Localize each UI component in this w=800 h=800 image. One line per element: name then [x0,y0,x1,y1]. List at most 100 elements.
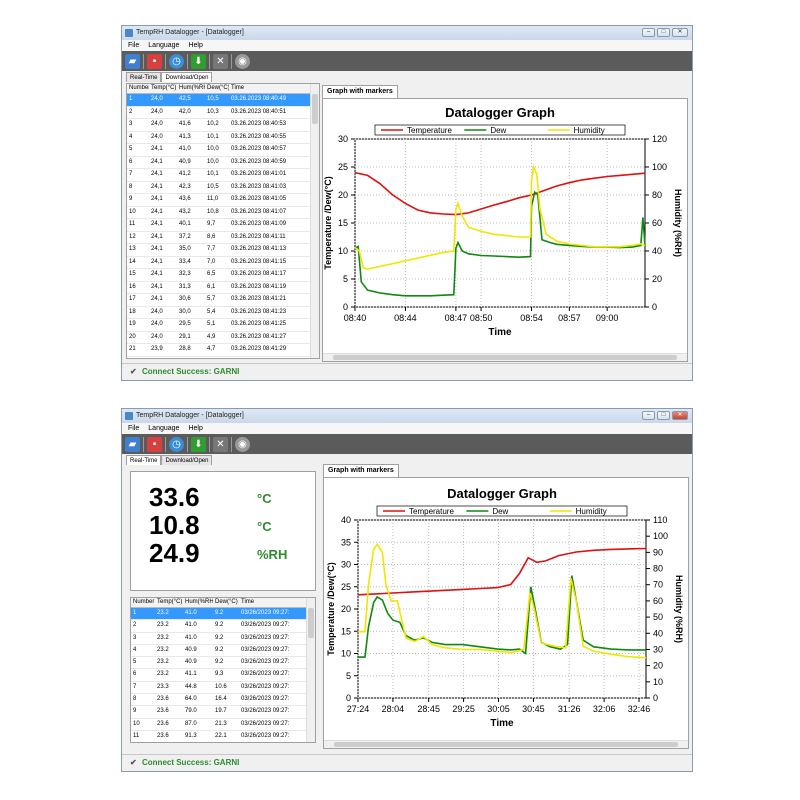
x-tick-label: 09:00 [596,313,619,323]
folder-open-icon[interactable]: ▰ [125,53,140,69]
table-row[interactable]: 18 24,0 30,0 5,4 03.26.2023 08:41:23 [127,307,319,319]
tab-download-open[interactable]: Download/Open [161,455,213,465]
table-row[interactable]: 8 24,1 42,3 10,5 03.26.2023 08:41:03 [127,182,319,194]
table-cell: 41.1 [185,671,197,678]
chart-horizontal-scrollbar[interactable] [323,353,687,361]
table-row[interactable]: 11 23.6 91.3 22.1 03/26/2023 09:27: [131,731,315,742]
table-row[interactable]: 6 24,1 40,9 10,0 03.26.2023 08:40:59 [127,157,319,169]
table-row[interactable]: 13 24,1 35,0 7,7 03.26.2023 08:41:13 [127,244,319,257]
clock-icon[interactable]: ◷ [169,436,184,452]
minimize-button[interactable]: – [642,411,655,420]
tab-graph-with-markers[interactable]: Graph with markers [322,85,398,98]
folder-open-icon[interactable]: ▰ [125,436,140,452]
tab-download-open[interactable]: Download/Open [161,72,213,82]
column-header[interactable]: Time [231,85,245,91]
table-row[interactable]: 7 24,1 41,2 10,1 03.26.2023 08:41:01 [127,169,319,182]
table-row[interactable]: 17 24,1 30,6 5,7 03.26.2023 08:41:21 [127,294,319,307]
x-tick-label: 08:50 [470,313,493,323]
table-cell: 23.2 [157,671,169,678]
table-row[interactable]: 1 24,0 42,5 10,5 03.26.2023 08:40:49 [127,94,319,107]
menu-file[interactable]: File [128,42,140,49]
table-cell: 03/26/2023 09:27: [241,732,290,739]
table-vertical-scrollbar[interactable] [306,598,315,742]
column-header[interactable]: Number [129,85,149,91]
table-row[interactable]: 16 24,1 31,3 6,1 03.26.2023 08:41:19 [127,282,319,294]
table-row[interactable]: 2 23.2 41.0 9.2 03/26/2023 09:27: [131,620,315,633]
table-row[interactable]: 9 23.6 79.0 19.7 03/26/2023 09:27: [131,706,315,719]
column-header[interactable]: Dew(°C) [215,599,238,605]
maximize-button[interactable]: □ [657,411,670,420]
close-button[interactable]: ✕ [672,411,688,420]
download-icon[interactable]: ⬇ [191,53,206,69]
y-tick-label: 30 [341,560,351,570]
minimize-button[interactable]: – [642,28,655,37]
table-cell: 1 [133,610,137,616]
column-header[interactable]: Hum(%RH) [179,85,205,91]
table-row[interactable]: 10 24,1 43,2 10,8 03.26.2023 08:41:07 [127,207,319,219]
menu-help[interactable]: Help [188,42,203,49]
table-cell: 10,3 [207,108,219,115]
data-table[interactable]: Number Temp(°C) Hum(%RH) Dew(°C) Time 1 23.2 41… [130,597,316,743]
tab-real-time[interactable]: Real-Time [126,72,162,82]
table-row[interactable]: 3 23.2 41.0 9.2 03/26/2023 09:27: [131,633,315,645]
table-cell: 03/26/2023 09:27: [241,720,290,727]
dew-reading: 10.8 [149,510,200,540]
disk-icon[interactable]: ◉ [235,436,250,452]
save-icon[interactable]: ▪ [147,53,162,69]
menu-language[interactable]: Language [148,42,180,49]
title-bar[interactable]: TempRH Datalogger - [Datalogger] – □ ✕ [122,26,692,40]
menu-language[interactable]: Language [148,425,180,432]
chart-horizontal-scrollbar[interactable] [324,740,688,748]
download-icon[interactable]: ⬇ [191,436,206,452]
table-row[interactable]: 9 24,1 43,6 11,0 03.26.2023 08:41:05 [127,194,319,207]
table-row[interactable]: 12 24,1 37,2 8,6 03.26.2023 08:41:11 [127,232,319,244]
y2-tick-label: 30 [653,644,663,654]
table-row[interactable]: 19 24,0 29,5 5,1 03.26.2023 08:41:25 [127,319,319,332]
table-row[interactable]: 1 23.2 41.0 9.2 03/26/2023 09:27: [131,608,315,621]
column-header[interactable]: Time [241,599,255,605]
table-row[interactable]: 15 24,1 32,3 6,5 03.26.2023 08:41:17 [127,269,319,282]
table-row[interactable]: 14 24,1 33,4 7,0 03.26.2023 08:41:15 [127,257,319,269]
clock-icon[interactable]: ◷ [169,53,184,69]
app-window-realtime: TempRH Datalogger - [Datalogger] – □ ✕ F… [121,408,693,772]
table-row[interactable]: 4 23.2 40.9 9.2 03/26/2023 09:27: [131,645,315,658]
app-icon [125,412,133,420]
table-row[interactable]: 10 23.6 87.0 21.3 03/26/2023 09:27: [131,719,315,731]
column-header[interactable]: Dew(°C) [207,85,229,91]
table-row[interactable]: 11 24,1 40,1 9,7 03.26.2023 08:41:09 [127,219,319,232]
title-bar[interactable]: TempRH Datalogger - [Datalogger] – □ ✕ [122,409,692,423]
table-cell: 03.26.2023 08:40:55 [231,133,287,140]
table-cell: 4 [133,646,137,653]
close-button[interactable]: ✕ [672,28,688,37]
column-header[interactable]: Temp(°C) [151,85,177,91]
table-row[interactable]: 2 24,0 42,0 10,3 03.26.2023 08:40:51 [127,107,319,119]
y2-tick-label: 60 [653,596,663,606]
column-header[interactable]: Hum(%RH) [185,599,213,605]
table-cell: 24,0 [151,308,163,315]
table-vertical-scrollbar[interactable] [310,84,319,358]
table-row[interactable]: 20 24,0 29,1 4,9 03.26.2023 08:41:27 [127,332,319,344]
table-row[interactable]: 5 23.2 40.9 9.2 03/26/2023 09:27: [131,657,315,670]
maximize-button[interactable]: □ [657,28,670,37]
table-row[interactable]: 7 23.3 44.8 10.6 03/26/2023 09:27: [131,682,315,695]
table-cell: 03.26.2023 08:41:01 [231,171,287,177]
y-tick-label: 40 [341,515,351,525]
tab-graph-with-markers[interactable]: Graph with markers [323,464,399,477]
table-cell: 9 [133,708,137,715]
table-row[interactable]: 8 23.6 64.0 16.4 03/26/2023 09:27: [131,694,315,707]
tools-icon[interactable]: ✕ [213,53,228,69]
tools-icon[interactable]: ✕ [213,436,228,452]
save-icon[interactable]: ▪ [147,436,162,452]
table-row[interactable]: 6 23.2 41.1 9.3 03/26/2023 09:27: [131,669,315,682]
menu-file[interactable]: File [128,425,140,432]
menu-help[interactable]: Help [188,425,203,432]
disk-icon[interactable]: ◉ [235,53,250,69]
table-row[interactable]: 5 24,1 41,0 10,0 03.26.2023 08:40:57 [127,144,319,157]
table-row[interactable]: 4 24,0 41,3 10,1 03.26.2023 08:40:55 [127,132,319,144]
column-header[interactable]: Number [133,599,155,605]
column-header[interactable]: Temp(°C) [157,599,183,605]
table-row[interactable]: 3 24,0 41,6 10,2 03.26.2023 08:40:53 [127,119,319,132]
tab-real-time[interactable]: Real-Time [126,455,162,465]
table-row[interactable]: 21 23,9 28,8 4,7 03.26.2023 08:41:29 [127,344,319,357]
